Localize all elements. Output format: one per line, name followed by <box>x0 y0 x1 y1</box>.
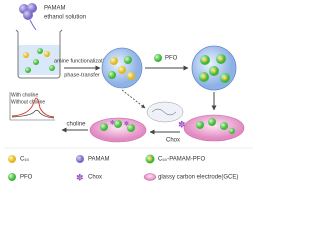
step-label: amine functionalization <box>54 58 110 64</box>
legend-label: C₆₀ <box>20 157 30 163</box>
legend-icon <box>145 154 155 164</box>
pamam-spheres <box>19 3 37 20</box>
svg-text:✽: ✽ <box>110 120 115 127</box>
beaker <box>15 29 63 79</box>
legend-icon: ✽ <box>76 172 84 182</box>
legend-label: Chox <box>88 175 102 181</box>
reagent-name: PAMAM <box>44 6 66 12</box>
legend-label: PAMAM <box>88 157 110 163</box>
nanoparticle-cluster <box>101 47 143 89</box>
reagent-solvent: ethanol solution <box>44 15 86 21</box>
pfo-ball <box>154 54 162 62</box>
step-label: choline <box>66 122 86 128</box>
legend-label: glassy carbon electrode(GCE) <box>158 175 238 181</box>
legend-icon <box>76 155 84 163</box>
diagram: PAMAM ethanol solution amine functionali… <box>4 3 253 182</box>
pour-arrow <box>29 19 37 31</box>
page: PAMAM ethanol solution amine functionali… <box>4 3 253 183</box>
svg-text:✽: ✽ <box>124 121 129 128</box>
nanoparticle-cluster <box>191 45 237 91</box>
legend-label: C₆₀-PAMAM-PFO <box>158 157 205 163</box>
chox-icon: ✽ <box>178 119 186 129</box>
electrode-with-enzyme: ✽ ✽ <box>89 117 147 143</box>
legend-icon <box>8 155 16 163</box>
legend-icon <box>8 173 16 181</box>
legend-label: PFO <box>20 175 33 181</box>
magnified-view <box>146 101 184 123</box>
curve-label: With choline <box>11 92 38 98</box>
dashed-arrow <box>121 89 146 109</box>
step-label: PFO <box>165 56 178 62</box>
legend-icon <box>143 173 157 181</box>
response-plot <box>9 92 55 121</box>
step-label: Chox <box>166 138 180 144</box>
curve-label: Without choline <box>11 99 45 105</box>
modified-electrode <box>183 114 245 142</box>
step-label: phase-transfer <box>64 72 100 78</box>
